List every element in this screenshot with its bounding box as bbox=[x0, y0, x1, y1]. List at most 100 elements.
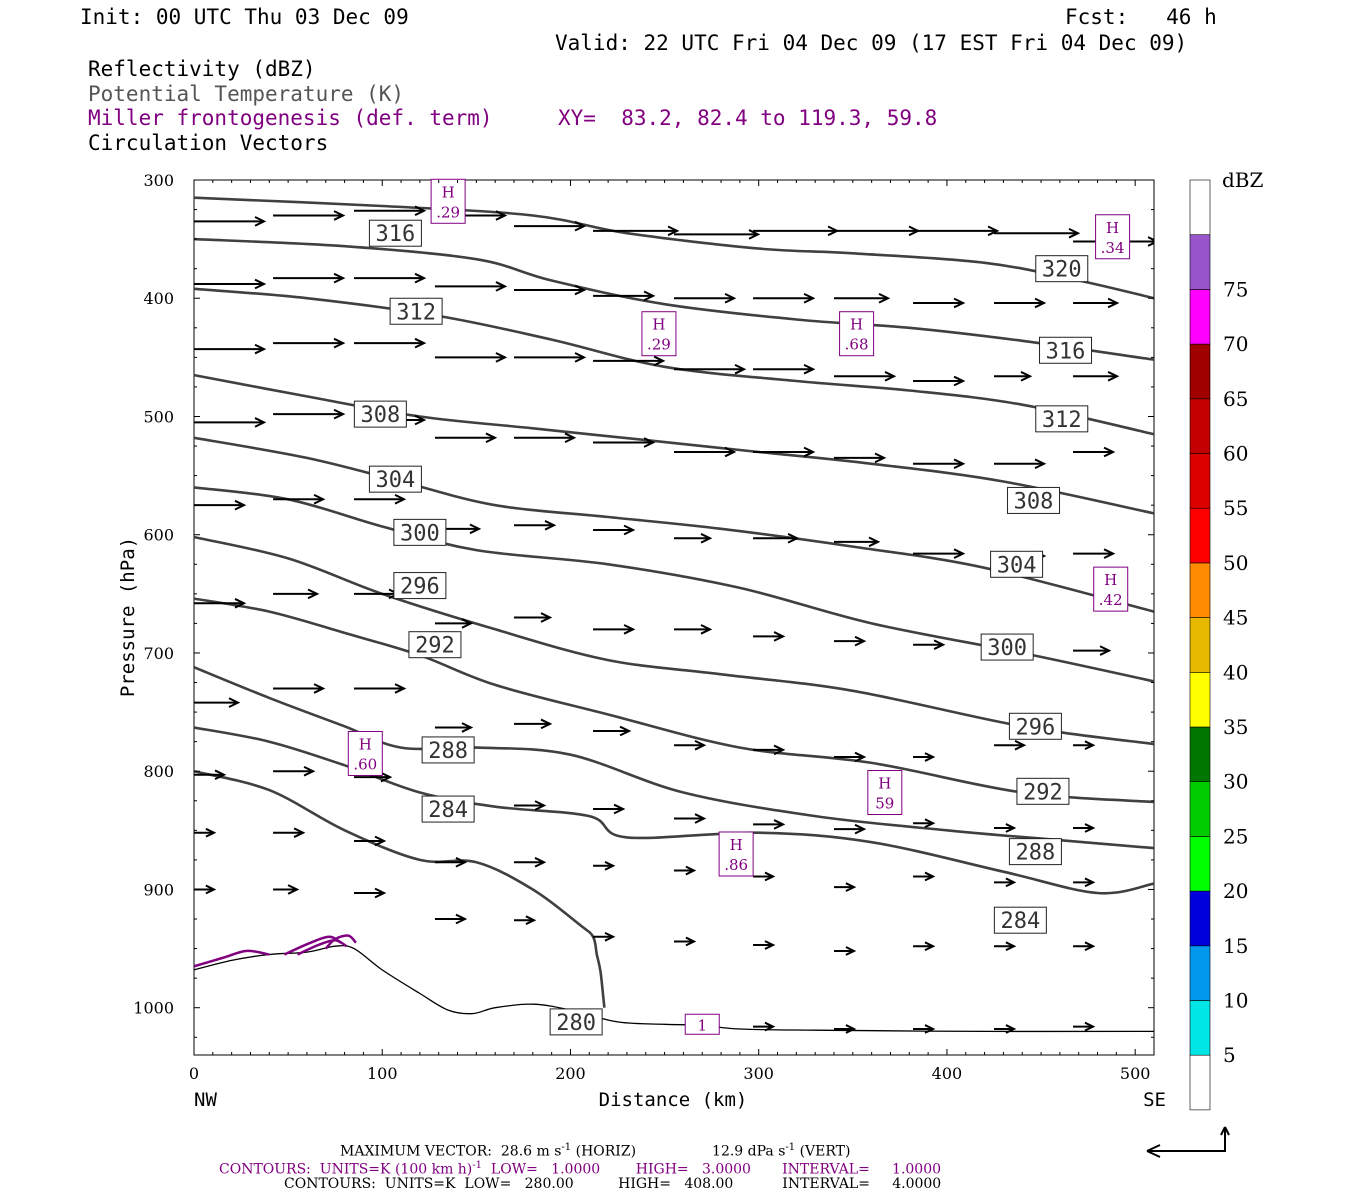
circulation-vector bbox=[913, 548, 966, 559]
isentrope-label: 312 bbox=[1042, 408, 1082, 433]
circulation-vector bbox=[273, 588, 320, 600]
circulation-vector bbox=[354, 337, 427, 349]
circulation-vector bbox=[913, 639, 946, 650]
circulation-vector bbox=[994, 739, 1027, 751]
isentrope-label-box bbox=[549, 1008, 603, 1036]
footer-theta-contours: CONTOURS: UNITS=K LOW= 280.00 HIGH= 408.… bbox=[284, 1176, 942, 1192]
colorbar-swatch bbox=[1189, 1054, 1211, 1111]
y-tick-label: 700 bbox=[143, 644, 174, 663]
isentrope-label-box bbox=[389, 297, 443, 325]
field-reflectivity: Reflectivity (dBZ) bbox=[88, 57, 316, 81]
circulation-vector bbox=[994, 371, 1033, 382]
circulation-vector bbox=[194, 598, 247, 609]
colorbar-swatch bbox=[1189, 671, 1211, 728]
circulation-vector bbox=[674, 446, 737, 458]
isentrope-label-box bbox=[368, 219, 422, 247]
isentrope-304 bbox=[194, 436, 1154, 613]
fronto-max-box bbox=[347, 730, 383, 776]
circulation-vector bbox=[593, 355, 666, 367]
circulation-vector bbox=[753, 819, 786, 830]
circulation-vector bbox=[834, 1024, 857, 1034]
circulation-vector bbox=[1073, 941, 1096, 952]
circulation-vector bbox=[194, 417, 267, 428]
colorbar-swatch bbox=[1189, 781, 1211, 837]
fronto-max-box bbox=[1093, 566, 1129, 612]
y-tick-label: 900 bbox=[143, 880, 174, 899]
circulation-vector bbox=[834, 823, 867, 835]
circulation-vector bbox=[593, 860, 616, 871]
y-tick-label: 300 bbox=[143, 171, 174, 190]
circulation-vector bbox=[354, 835, 387, 847]
circulation-vector bbox=[753, 1021, 776, 1032]
isentrope-label: 280 bbox=[556, 1011, 596, 1036]
circulation-vector bbox=[514, 857, 547, 868]
fronto-max-value: .42 bbox=[1099, 591, 1123, 609]
plot-frame bbox=[193, 179, 1155, 1056]
fronto-max-value: .29 bbox=[647, 336, 671, 354]
circulation-vector bbox=[674, 739, 707, 751]
colorbar-label: 50 bbox=[1223, 551, 1248, 575]
circulation-vector bbox=[434, 722, 474, 733]
circulation-vector bbox=[514, 352, 587, 363]
circulation-vector bbox=[514, 800, 547, 811]
circulation-vector bbox=[674, 292, 737, 304]
colorbar-title: dBZ bbox=[1222, 168, 1264, 192]
circulation-vector bbox=[834, 635, 867, 647]
circulation-vector bbox=[194, 278, 267, 290]
circulation-vector bbox=[434, 857, 468, 868]
circulation-vector bbox=[674, 533, 713, 544]
circulation-vector bbox=[1073, 645, 1112, 656]
isentrope-label: 304 bbox=[376, 468, 416, 493]
isentrope-label: 284 bbox=[1000, 909, 1040, 934]
circulation-vector bbox=[194, 343, 267, 355]
colorbar-swatch bbox=[1189, 179, 1211, 236]
circulation-vector bbox=[753, 533, 800, 544]
isentrope-label: 308 bbox=[360, 403, 400, 428]
fronto-max-box bbox=[867, 770, 903, 815]
isentrope-label: 292 bbox=[415, 634, 455, 659]
colorbar-swatch bbox=[1189, 890, 1211, 947]
x-tick-label: 300 bbox=[743, 1064, 774, 1083]
circulation-vector bbox=[593, 931, 616, 942]
circulation-vector bbox=[593, 225, 680, 237]
circulation-vector bbox=[273, 884, 300, 895]
circulation-vector bbox=[753, 363, 816, 375]
circulation-vector bbox=[434, 432, 498, 444]
colorbar-swatch bbox=[1189, 507, 1211, 564]
colorbar-label: 5 bbox=[1223, 1043, 1236, 1067]
isentrope-label-box bbox=[421, 795, 475, 823]
isentrope-label: 320 bbox=[1042, 258, 1082, 283]
circulation-vector bbox=[354, 683, 407, 694]
circulation-vector bbox=[674, 865, 697, 876]
circulation-vector bbox=[1073, 548, 1116, 559]
isentrope-316 bbox=[194, 237, 1154, 361]
circulation-vector bbox=[834, 946, 857, 956]
terrain-line bbox=[194, 944, 1154, 1033]
isentrope-label: 296 bbox=[400, 575, 440, 600]
circulation-vector bbox=[674, 936, 697, 947]
forecast-hour: Fcst: 46 h bbox=[1065, 5, 1217, 29]
isentrope-label: 316 bbox=[1046, 339, 1086, 364]
isentrope-label-box bbox=[1016, 777, 1070, 805]
fronto-max-box bbox=[1095, 214, 1131, 260]
circulation-vector bbox=[834, 371, 897, 382]
circulation-vector bbox=[514, 432, 577, 444]
circulation-vector bbox=[514, 915, 537, 926]
circulation-vector bbox=[753, 744, 786, 756]
colorbar-label: 40 bbox=[1223, 660, 1248, 684]
circulation-vector bbox=[913, 225, 1000, 237]
fronto-max-value: .68 bbox=[845, 336, 869, 354]
frontogenesis-contour bbox=[296, 939, 348, 956]
circulation-vector bbox=[674, 363, 747, 375]
circulation-vector bbox=[994, 227, 1081, 239]
isentrope-label: 284 bbox=[428, 798, 468, 823]
circulation-vector bbox=[514, 520, 557, 531]
circulation-vector bbox=[1073, 297, 1120, 309]
field-frontogenesis: Miller frontogenesis (def. term) bbox=[88, 106, 493, 130]
circulation-vector bbox=[753, 446, 816, 458]
isentrope-284 bbox=[194, 726, 1154, 895]
isentrope-label: 308 bbox=[1014, 489, 1054, 514]
circulation-vector bbox=[514, 718, 553, 730]
circulation-vector bbox=[913, 818, 936, 829]
circulation-vector bbox=[593, 624, 636, 635]
